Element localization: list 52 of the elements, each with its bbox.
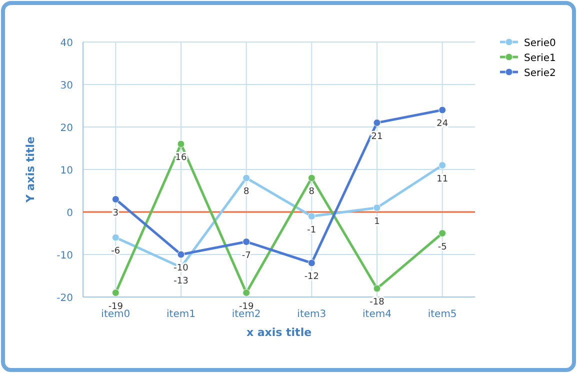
point	[308, 259, 316, 267]
point	[438, 162, 446, 169]
data-label: 1	[374, 216, 380, 227]
point	[112, 196, 120, 203]
point	[242, 238, 250, 246]
point	[373, 284, 381, 292]
data-label: -13	[174, 276, 188, 286]
y-tick-label: -10	[56, 250, 73, 262]
point	[373, 119, 381, 126]
x-tick-label: item0	[101, 309, 130, 320]
point	[308, 212, 316, 220]
legend-label: Serie0	[524, 38, 556, 49]
data-label: -18	[370, 298, 385, 308]
point	[177, 250, 185, 258]
data-label: -5	[438, 242, 447, 252]
legend-label: Serie2	[524, 68, 556, 79]
point	[112, 234, 120, 242]
data-label: 21	[371, 132, 383, 142]
data-label: 8	[243, 187, 250, 197]
point	[438, 106, 446, 114]
y-axis-title: Y axis title	[24, 136, 37, 204]
y-tick-label: 20	[60, 123, 73, 134]
data-label: 8	[308, 187, 315, 197]
data-label: -12	[304, 272, 320, 282]
data-label: 16	[175, 153, 187, 163]
data-label: -1	[307, 225, 316, 236]
x-tick-label: item2	[232, 309, 261, 320]
y-tick-label: -20	[56, 293, 73, 304]
x-axis-title: x axis title	[246, 326, 312, 339]
x-tick-label: item1	[166, 309, 196, 320]
data-label: -6	[111, 246, 120, 256]
data-label: -19	[238, 302, 254, 312]
data-label: 11	[436, 174, 448, 184]
y-tick-label: 0	[66, 208, 73, 219]
point	[308, 174, 316, 182]
point	[438, 230, 446, 237]
point	[177, 140, 185, 148]
legend-label: Serie1	[524, 53, 556, 64]
y-tick-label: 10	[60, 166, 73, 176]
point	[112, 289, 120, 296]
point	[242, 174, 250, 182]
y-tick-label: 40	[60, 38, 73, 49]
x-tick-label: item3	[297, 309, 326, 320]
x-tick-label: item5	[428, 309, 457, 320]
point	[373, 204, 381, 212]
data-label: 24	[436, 119, 448, 129]
data-label: -7	[242, 250, 251, 261]
point	[242, 289, 250, 296]
y-tick-label: 30	[60, 80, 73, 92]
x-tick-label: item4	[362, 309, 392, 320]
data-label: -10	[174, 264, 189, 274]
data-label: -19	[108, 302, 124, 312]
